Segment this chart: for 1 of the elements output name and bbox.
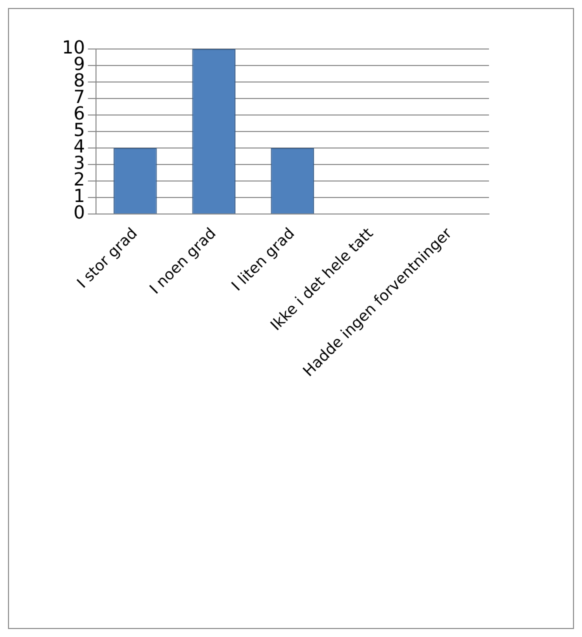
y-tick-label: 0 <box>73 202 85 224</box>
